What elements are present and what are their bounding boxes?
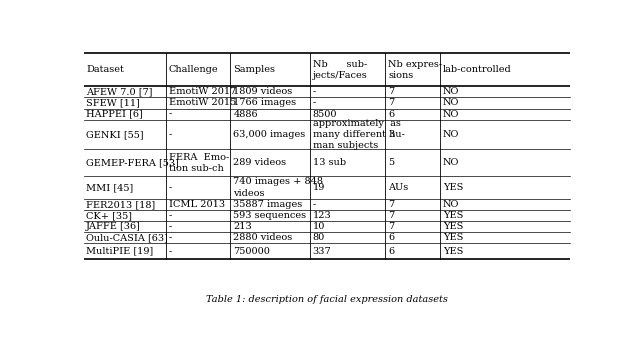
- Text: HAPPEI [6]: HAPPEI [6]: [86, 109, 143, 119]
- Text: GEMEP-FERA [53]: GEMEP-FERA [53]: [86, 158, 179, 167]
- Text: NO: NO: [443, 130, 460, 139]
- Text: 3: 3: [388, 130, 394, 139]
- Text: NO: NO: [443, 200, 460, 209]
- Text: AFEW 7.0 [7]: AFEW 7.0 [7]: [86, 87, 152, 96]
- Text: -: -: [169, 234, 172, 243]
- Text: 7: 7: [388, 98, 394, 107]
- Text: 123: 123: [312, 211, 332, 220]
- Text: YES: YES: [443, 222, 463, 231]
- Text: 7: 7: [388, 222, 394, 231]
- Text: 13 sub: 13 sub: [312, 158, 346, 167]
- Text: 63,000 images: 63,000 images: [233, 130, 305, 139]
- Text: EmotiW 2017: EmotiW 2017: [169, 87, 236, 96]
- Text: 5: 5: [388, 158, 394, 167]
- Text: MMI [45]: MMI [45]: [86, 183, 133, 192]
- Text: 19: 19: [312, 183, 325, 192]
- Text: YES: YES: [443, 234, 463, 243]
- Text: 6: 6: [388, 247, 394, 256]
- Text: -: -: [312, 87, 316, 96]
- Text: NO: NO: [443, 158, 460, 167]
- Text: FER2013 [18]: FER2013 [18]: [86, 200, 156, 209]
- Text: -: -: [169, 247, 172, 256]
- Text: EmotiW 2015: EmotiW 2015: [169, 98, 236, 107]
- Text: -: -: [169, 183, 172, 192]
- Text: NO: NO: [443, 109, 460, 119]
- Text: Nb      sub-
jects/Faces: Nb sub- jects/Faces: [312, 59, 367, 80]
- Text: CK+ [35]: CK+ [35]: [86, 211, 132, 220]
- Text: MultiPIE [19]: MultiPIE [19]: [86, 247, 153, 256]
- Text: -: -: [169, 109, 172, 119]
- Text: Nb expres-
sions: Nb expres- sions: [388, 59, 442, 80]
- Text: 6: 6: [388, 234, 394, 243]
- Text: NO: NO: [443, 87, 460, 96]
- Text: approximately  as
many different hu-
man subjects: approximately as many different hu- man …: [312, 119, 404, 150]
- Text: SFEW [11]: SFEW [11]: [86, 98, 140, 107]
- Text: -: -: [312, 98, 316, 107]
- Text: YES: YES: [443, 247, 463, 256]
- Text: 80: 80: [312, 234, 325, 243]
- Text: 7: 7: [388, 200, 394, 209]
- Text: 213: 213: [233, 222, 252, 231]
- Text: GENKI [55]: GENKI [55]: [86, 130, 143, 139]
- Text: 2880 videos: 2880 videos: [233, 234, 292, 243]
- Text: 8500: 8500: [312, 109, 337, 119]
- Text: 1766 images: 1766 images: [233, 98, 296, 107]
- Text: 593 sequences: 593 sequences: [233, 211, 307, 220]
- Text: -: -: [312, 200, 316, 209]
- Text: 337: 337: [312, 247, 332, 256]
- Text: 35887 images: 35887 images: [233, 200, 303, 209]
- Text: 6: 6: [388, 109, 394, 119]
- Text: Dataset: Dataset: [86, 65, 124, 74]
- Text: YES: YES: [443, 211, 463, 220]
- Text: 7: 7: [388, 87, 394, 96]
- Text: -: -: [169, 222, 172, 231]
- Text: YES: YES: [443, 183, 463, 192]
- Text: 10: 10: [312, 222, 325, 231]
- Text: Challenge: Challenge: [169, 65, 218, 74]
- Text: AUs: AUs: [388, 183, 408, 192]
- Text: lab-controlled: lab-controlled: [443, 65, 512, 74]
- Text: Samples: Samples: [233, 65, 275, 74]
- Text: FERA  Emo-
tion sub-ch: FERA Emo- tion sub-ch: [169, 153, 229, 173]
- Text: 289 videos: 289 videos: [233, 158, 286, 167]
- Text: 740 images + 848
videos: 740 images + 848 videos: [233, 177, 323, 198]
- Text: 4886: 4886: [233, 109, 258, 119]
- Text: JAFFE [36]: JAFFE [36]: [86, 222, 141, 231]
- Text: 1809 videos: 1809 videos: [233, 87, 292, 96]
- Text: Table 1: description of facial expression datasets: Table 1: description of facial expressio…: [206, 295, 448, 304]
- Text: -: -: [169, 211, 172, 220]
- Text: 750000: 750000: [233, 247, 270, 256]
- Text: Oulu-CASIA [63]: Oulu-CASIA [63]: [86, 234, 168, 243]
- Text: 7: 7: [388, 211, 394, 220]
- Text: -: -: [169, 130, 172, 139]
- Text: ICML 2013: ICML 2013: [169, 200, 225, 209]
- Text: NO: NO: [443, 98, 460, 107]
